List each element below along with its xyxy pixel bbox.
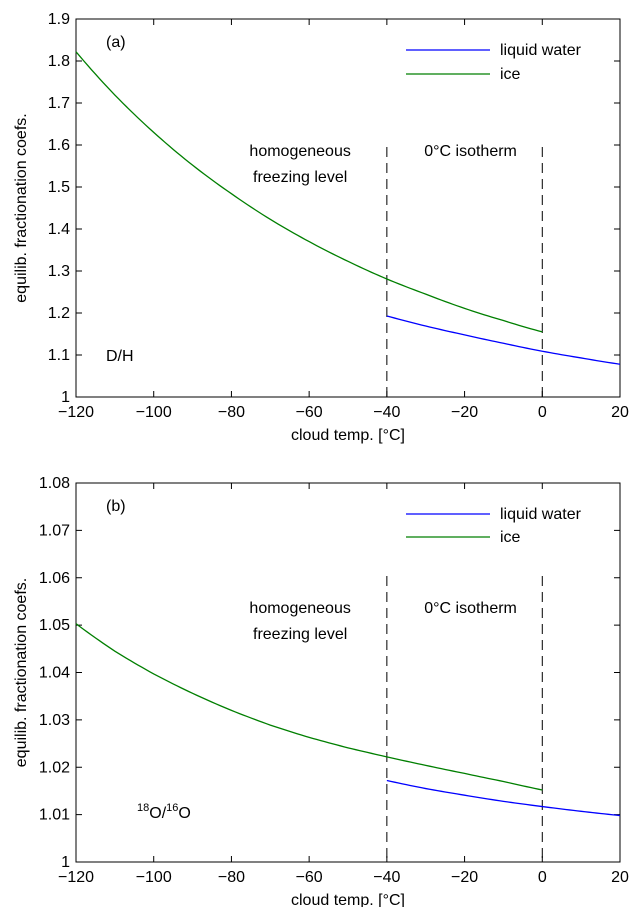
- x-tick-label: −60: [296, 404, 323, 421]
- superscript-mass-number: 18: [137, 802, 149, 814]
- x-axis-label: cloud temp. [°C]: [291, 427, 405, 444]
- y-axis-label: equilib. fractionation coefs.: [13, 113, 30, 302]
- y-tick-label: 1.5: [48, 179, 70, 196]
- superscript-mass-number: 16: [166, 802, 178, 814]
- x-tick-label: −120: [58, 869, 94, 886]
- y-tick-label: 1.05: [39, 617, 70, 634]
- isotherm-label: 0°C isotherm: [424, 143, 517, 160]
- y-tick-label: 1.7: [48, 95, 70, 112]
- x-tick-label: −40: [373, 869, 400, 886]
- freezing-level-label: freezing level: [253, 626, 347, 643]
- x-tick-label: −40: [373, 404, 400, 421]
- ice-series-line: [75, 51, 543, 333]
- ice-series-line: [75, 623, 543, 791]
- plot-area-frame: [75, 18, 621, 398]
- isotope-symbol: O/: [149, 805, 166, 822]
- liquid-water-series-line: [386, 315, 621, 365]
- x-tick-label: −20: [451, 869, 478, 886]
- isotherm-label: 0°C isotherm: [424, 600, 517, 617]
- x-tick-label: 20: [611, 869, 629, 886]
- isotope-symbol: O: [178, 805, 190, 822]
- x-tick-label: −80: [218, 404, 245, 421]
- x-tick-label: −100: [136, 869, 172, 886]
- freezing-level-label: homogeneous: [249, 600, 350, 617]
- y-tick-label: 1.06: [39, 570, 70, 587]
- x-tick-label: −60: [296, 869, 323, 886]
- y-tick-label: 1.04: [39, 665, 70, 682]
- panel-label: (b): [106, 498, 126, 515]
- y-tick-label: 1: [61, 854, 70, 871]
- x-tick-label: 0: [538, 869, 547, 886]
- x-tick-label: 20: [611, 404, 629, 421]
- y-tick-label: 1.03: [39, 712, 70, 729]
- y-tick-label: 1.6: [48, 137, 70, 154]
- x-axis-label: cloud temp. [°C]: [291, 892, 405, 907]
- y-tick-label: 1.02: [39, 759, 70, 776]
- x-tick-label: −20: [451, 404, 478, 421]
- y-tick-label: 1.9: [48, 11, 70, 28]
- x-tick-label: 0: [538, 404, 547, 421]
- legend-label: liquid water: [500, 42, 582, 59]
- isotope-annotation: D/H: [106, 348, 134, 365]
- freezing-level-label: freezing level: [253, 169, 347, 186]
- panel-label: (a): [106, 34, 126, 51]
- y-tick-label: 1: [61, 389, 70, 406]
- x-tick-label: −80: [218, 869, 245, 886]
- y-tick-label: 1.4: [48, 221, 70, 238]
- freezing-level-label: homogeneous: [249, 143, 350, 160]
- legend-label: ice: [500, 66, 521, 83]
- y-tick-label: 1.1: [48, 347, 70, 364]
- y-tick-label: 1.8: [48, 53, 70, 70]
- legend-label: ice: [500, 529, 521, 546]
- isotope-annotation: 18O/16O: [137, 802, 191, 822]
- y-tick-label: 1.08: [39, 475, 70, 492]
- y-tick-label: 1.01: [39, 807, 70, 824]
- x-tick-label: −100: [136, 404, 172, 421]
- chart-panel-b: −120 −100 −80 −60 −40 −20 0 20 1 1.01 1.02 1.03 1.04…: [13, 475, 629, 907]
- y-tick-label: 1.07: [39, 522, 70, 539]
- liquid-water-series-line: [386, 779, 621, 817]
- chart-panel-a: −120 −100 −80 −60 −40 −20 0 20 1 1.1 1.2 1.3 1.4 1.5 1…: [13, 11, 629, 444]
- y-axis-label: equilib. fractionation coefs.: [13, 578, 30, 767]
- x-tick-label: −120: [58, 404, 94, 421]
- y-tick-label: 1.3: [48, 263, 70, 280]
- legend-label: liquid water: [500, 506, 582, 523]
- y-tick-label: 1.2: [48, 305, 70, 322]
